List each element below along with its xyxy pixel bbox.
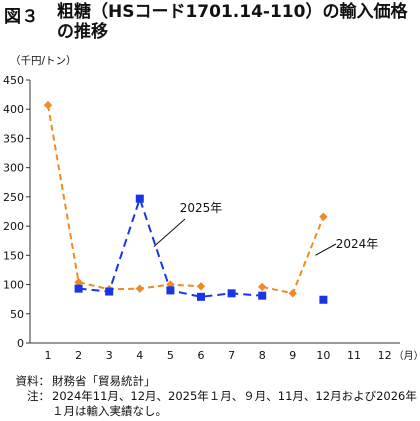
series-label-2025: 2025年 bbox=[180, 201, 223, 215]
x-tick-label: 5 bbox=[167, 349, 174, 362]
x-tick-label: 1 bbox=[45, 349, 52, 362]
data-point-diamond bbox=[196, 282, 206, 291]
data-point-square bbox=[74, 284, 83, 293]
y-axis-unit-label: （千円/トン） bbox=[10, 55, 77, 67]
y-tick-label: 100 bbox=[3, 279, 24, 292]
data-point-diamond bbox=[258, 282, 267, 292]
source-note: 資料： 財務省「貿易統計」 bbox=[4, 374, 418, 389]
series-label-leader-2024 bbox=[315, 243, 337, 256]
data-point-square bbox=[227, 289, 236, 298]
data-point-square bbox=[166, 286, 175, 295]
data-point-square bbox=[105, 287, 114, 296]
x-tick-label: 7 bbox=[228, 349, 235, 362]
x-tick-label: 4 bbox=[136, 349, 143, 362]
x-tick-label: 11 bbox=[347, 349, 361, 362]
y-tick-label: 0 bbox=[17, 337, 24, 350]
remark-note-text: 2024年11月、12月、2025年１月、９月、11月、12月および2026年１… bbox=[52, 389, 417, 418]
source-note-text: 財務省「貿易統計」 bbox=[52, 374, 156, 388]
data-point-square bbox=[135, 194, 144, 203]
data-point-square bbox=[258, 291, 267, 300]
remark-note: 注： 2024年11月、12月、2025年１月、９月、11月、12月および202… bbox=[4, 389, 418, 419]
y-tick-label: 50 bbox=[10, 308, 24, 321]
y-tick-label: 250 bbox=[3, 191, 24, 204]
x-axis-unit-label: （月） bbox=[394, 350, 420, 362]
x-tick-label: 9 bbox=[289, 349, 296, 362]
series-line-0 bbox=[47, 104, 202, 291]
source-note-key: 資料： bbox=[15, 374, 51, 388]
series-line-0 bbox=[261, 216, 325, 295]
x-tick-label: 6 bbox=[198, 349, 205, 362]
y-tick-label: 450 bbox=[3, 74, 24, 87]
x-tick-label: 10 bbox=[316, 349, 330, 362]
data-point-diamond bbox=[43, 100, 53, 110]
series-label-2024: 2024年 bbox=[336, 237, 379, 251]
y-tick-label: 200 bbox=[3, 220, 24, 233]
y-tick-label: 300 bbox=[3, 162, 24, 175]
figure-title-block: 図３ 粗糖（HSコード1701.14-110）の輸入価格の推移 bbox=[4, 2, 418, 42]
x-tick-label: 3 bbox=[106, 349, 113, 362]
y-tick-label: 150 bbox=[3, 249, 24, 262]
x-tick-label: 8 bbox=[259, 349, 266, 362]
y-tick-label: 400 bbox=[3, 103, 24, 116]
y-tick-label: 350 bbox=[3, 132, 24, 145]
data-point-diamond bbox=[135, 284, 144, 293]
data-point-diamond bbox=[74, 278, 83, 287]
data-point-square bbox=[319, 295, 328, 304]
figure-title: 粗糖（HSコード1701.14-110）の輸入価格の推移 bbox=[57, 2, 408, 42]
data-point-square bbox=[197, 292, 205, 301]
x-tick-label: 12 bbox=[378, 349, 392, 362]
data-point-diamond bbox=[319, 212, 328, 221]
figure-label: 図３ bbox=[4, 7, 39, 27]
notes-block: 資料： 財務省「貿易統計」 注： 2024年11月、12月、2025年１月、９月… bbox=[4, 374, 418, 419]
x-tick-label: 2 bbox=[75, 349, 82, 362]
data-point-diamond bbox=[288, 289, 297, 298]
series-label-leader-2025 bbox=[153, 218, 186, 247]
remark-note-key: 注： bbox=[27, 389, 50, 403]
